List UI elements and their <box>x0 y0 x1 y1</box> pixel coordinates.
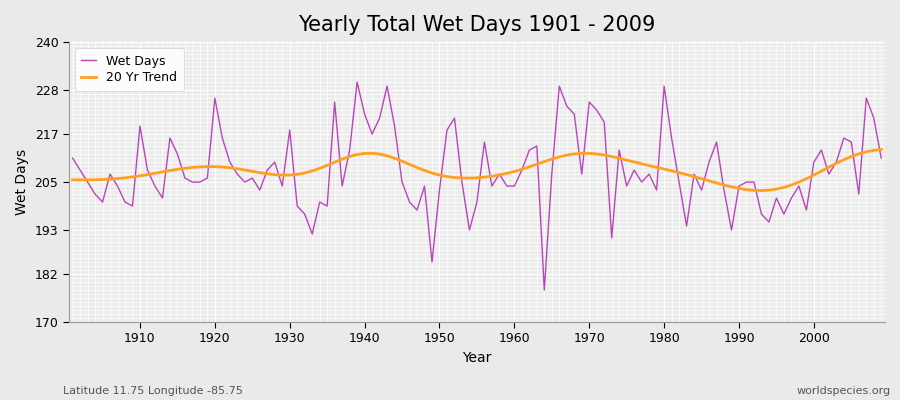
20 Yr Trend <box>127 174 138 179</box>
Text: Latitude 11.75 Longitude -85.75: Latitude 11.75 Longitude -85.75 <box>63 386 243 396</box>
20 Yr Trend <box>598 153 609 158</box>
20 Yr Trend <box>756 188 767 193</box>
20 Yr Trend <box>501 171 512 176</box>
Legend: Wet Days, 20 Yr Trend: Wet Days, 20 Yr Trend <box>75 48 184 91</box>
Text: worldspecies.org: worldspecies.org <box>796 386 891 396</box>
20 Yr Trend <box>337 157 347 162</box>
Line: 20 Yr Trend: 20 Yr Trend <box>73 150 881 190</box>
Wet Days <box>614 148 625 152</box>
20 Yr Trend <box>292 172 302 177</box>
X-axis label: Year: Year <box>463 351 491 365</box>
Wet Days <box>876 156 886 160</box>
Wet Days <box>509 184 520 188</box>
Wet Days <box>68 156 78 160</box>
20 Yr Trend <box>68 178 78 182</box>
Wet Days <box>517 168 527 172</box>
Line: Wet Days: Wet Days <box>73 82 881 290</box>
Title: Yearly Total Wet Days 1901 - 2009: Yearly Total Wet Days 1901 - 2009 <box>298 15 655 35</box>
Wet Days <box>292 204 302 208</box>
Wet Days <box>352 80 363 84</box>
Wet Days <box>337 184 347 188</box>
Wet Days <box>127 204 138 208</box>
20 Yr Trend <box>876 147 886 152</box>
20 Yr Trend <box>509 169 520 174</box>
Y-axis label: Wet Days: Wet Days <box>15 149 29 215</box>
Wet Days <box>539 288 550 292</box>
